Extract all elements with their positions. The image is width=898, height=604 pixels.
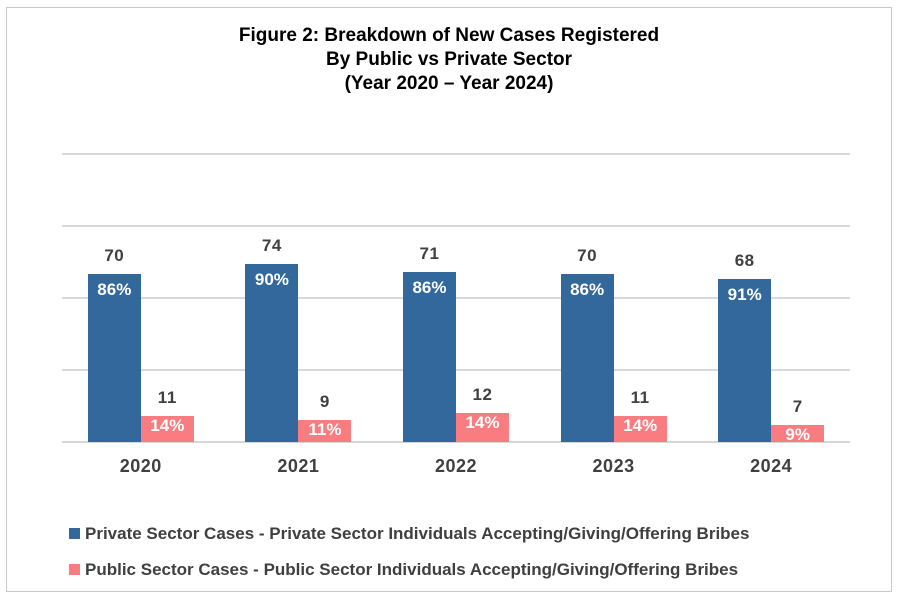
gridline <box>62 297 850 299</box>
gridline <box>62 153 850 155</box>
public-sector-bar: 9% <box>771 425 825 445</box>
year-label: 2022 <box>434 456 477 476</box>
public-bar-column: 9 11% <box>298 392 352 442</box>
bar-pair: 71 86% 12 14% <box>402 243 509 442</box>
bar-pair: 70 86% 11 14% <box>87 246 194 442</box>
legend-label: Public Sector Cases - Public Sector Indi… <box>85 559 739 579</box>
public-sector-bar: 14% <box>455 413 509 442</box>
year-label: 2023 <box>592 456 635 476</box>
public-bar-column: 12 14% <box>455 385 509 442</box>
legend: Private Sector Cases - Private Sector In… <box>69 521 749 582</box>
count-label: 70 <box>104 246 125 265</box>
private-bar-column: 70 86% <box>560 246 614 442</box>
bar-pair: 68 91% 7 9% <box>718 250 825 445</box>
public-sector-bar: 11% <box>298 420 352 442</box>
private-sector-bar: 86% <box>560 274 614 442</box>
private-sector-bar: 86% <box>402 271 456 442</box>
gridline <box>62 225 850 227</box>
percent-label: 86% <box>412 277 447 297</box>
bar-group: 68 91% 7 9% <box>692 154 850 445</box>
private-sector-bar: 86% <box>87 274 141 442</box>
count-label: 12 <box>472 385 493 405</box>
private-bar-column: 68 91% <box>718 250 772 442</box>
year-label: 2021 <box>277 456 320 476</box>
legend-item: Public Sector Cases - Public Sector Indi… <box>69 557 749 582</box>
percent-label: 90% <box>254 270 289 290</box>
x-axis-labels-row: 2020 2021 2022 2023 2024 <box>62 456 850 477</box>
figure-title-line-1: Figure 2: Breakdown of New Cases Registe… <box>238 25 660 46</box>
legend-item: Private Sector Cases - Private Sector In… <box>69 521 749 546</box>
bar-group: 70 86% 11 14% <box>535 154 693 442</box>
public-bar-column: 11 14% <box>613 387 667 442</box>
count-label: 11 <box>157 387 177 407</box>
bar-pair: 74 90% 9 11% <box>245 236 352 442</box>
count-label: 9 <box>319 392 330 412</box>
count-label: 74 <box>261 236 282 256</box>
percent-label: 91% <box>727 284 762 304</box>
count-label: 70 <box>577 246 598 265</box>
figure-title-line-2: By Public vs Private Sector <box>325 49 573 70</box>
public-bar-column: 11 14% <box>140 387 194 442</box>
percent-label: 14% <box>465 413 500 433</box>
bar-groups-row: 70 86% 11 14% 74 90% 9 11% 71 86% 12 14% 70 86% 11 14% 6… <box>62 154 850 445</box>
legend-label: Private Sector Cases - Private Sector In… <box>85 523 750 543</box>
percent-label: 14% <box>150 415 185 435</box>
bar-pair: 70 86% 11 14% <box>560 246 667 442</box>
bar-group: 70 86% 11 14% <box>62 154 220 442</box>
public-bar-column: 7 9% <box>771 397 825 445</box>
gridline <box>62 369 850 371</box>
percent-label: 11% <box>308 420 342 440</box>
public-sector-bar: 14% <box>613 415 667 442</box>
figure-title-line-3: (Year 2020 – Year 2024) <box>344 73 554 94</box>
private-sector-bar: 90% <box>245 264 299 442</box>
private-bar-column: 71 86% <box>402 243 456 442</box>
bar-group: 71 86% 12 14% <box>377 154 535 442</box>
plot-area: 70 86% 11 14% 74 90% 9 11% 71 86% 12 14% 70 86% 11 14% 6… <box>62 153 850 445</box>
percent-label: 86% <box>97 280 132 299</box>
figure-title: Figure 2: Breakdown of New Cases Registe… <box>0 24 898 96</box>
legend-swatch-icon <box>69 564 80 575</box>
private-bar-column: 70 86% <box>87 246 141 442</box>
count-label: 71 <box>419 243 440 263</box>
percent-label: 9% <box>785 425 810 445</box>
public-sector-bar: 14% <box>140 415 194 442</box>
bar-group: 74 90% 9 11% <box>220 154 378 442</box>
private-bar-column: 74 90% <box>245 236 299 442</box>
count-label: 11 <box>630 387 650 407</box>
year-label: 2024 <box>750 456 793 476</box>
private-sector-bar: 91% <box>718 278 772 442</box>
percent-label: 86% <box>570 280 605 299</box>
legend-swatch-icon <box>69 528 80 539</box>
count-label: 68 <box>734 250 755 270</box>
x-axis-baseline <box>62 441 850 443</box>
year-label: 2020 <box>119 456 162 476</box>
count-label: 7 <box>792 397 803 417</box>
percent-label: 14% <box>623 415 658 435</box>
